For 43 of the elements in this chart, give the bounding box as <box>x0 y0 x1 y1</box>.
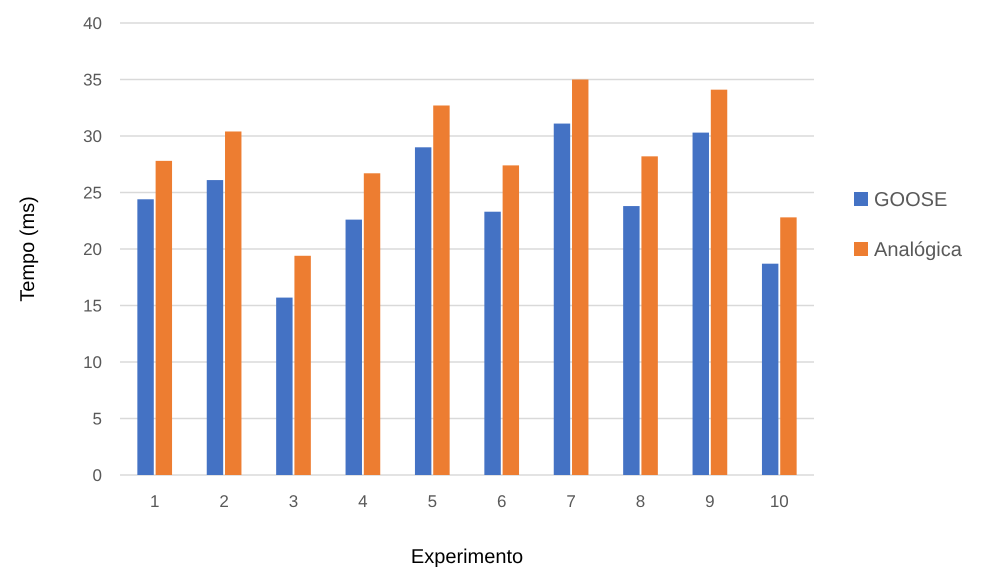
y-tick-label: 0 <box>92 466 102 485</box>
bar <box>502 165 520 475</box>
bar <box>484 212 501 475</box>
x-tick-label: 8 <box>636 492 646 511</box>
x-tick-label: 3 <box>288 492 298 511</box>
y-tick-label: 5 <box>92 409 102 428</box>
x-tick-label: 1 <box>150 492 160 511</box>
bar <box>276 298 293 475</box>
bar <box>710 90 728 475</box>
legend-label: Analógica <box>874 239 963 261</box>
x-axis-title: Experimento <box>410 546 524 567</box>
x-tick-label: 7 <box>566 492 576 511</box>
bar <box>156 160 172 475</box>
bar <box>762 264 778 475</box>
y-tick-label: 30 <box>83 126 102 146</box>
y-tick-label: 10 <box>83 352 102 372</box>
y-tick-label: 25 <box>83 183 102 202</box>
legend-label: GOOSE <box>874 189 948 211</box>
bar <box>137 199 154 475</box>
y-tick-label: 40 <box>83 14 102 33</box>
x-tick-label: 5 <box>428 492 438 511</box>
y-tick-label: 20 <box>83 240 102 259</box>
bar <box>225 131 242 475</box>
x-tick-label: 9 <box>705 492 715 511</box>
bar <box>780 217 797 475</box>
x-tick-label: 2 <box>219 492 229 511</box>
y-tick-label: 15 <box>83 296 102 316</box>
x-tick-label: 6 <box>496 492 506 511</box>
bar <box>692 132 709 475</box>
bar <box>623 206 640 475</box>
bar <box>554 124 570 475</box>
bar <box>572 80 588 475</box>
bar <box>364 173 380 475</box>
bar <box>206 180 224 475</box>
bar <box>433 105 450 475</box>
y-tick-label: 35 <box>83 70 102 90</box>
bar <box>414 147 432 475</box>
bar <box>641 156 658 475</box>
y-axis-title: Tempo (ms) <box>17 196 39 302</box>
x-tick-label: 10 <box>770 492 789 511</box>
bar <box>346 220 362 475</box>
bar <box>294 256 311 475</box>
x-tick-label: 4 <box>358 492 368 511</box>
